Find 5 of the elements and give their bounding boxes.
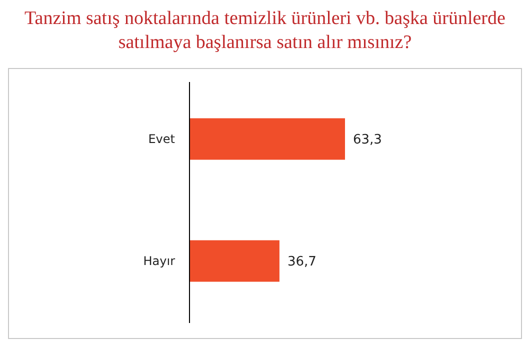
y-tick-label: Hayır <box>143 254 176 268</box>
chart-title: Tanzim satış noktalarında temizlik ürünleri vb. başka ürünlerde satılmaya başlanırsa satın alır mısınız? <box>24 8 506 53</box>
y-tick-label: Evet <box>148 132 176 146</box>
data-label: 36,7 <box>287 254 316 270</box>
data-label: 63,3 <box>353 132 382 148</box>
